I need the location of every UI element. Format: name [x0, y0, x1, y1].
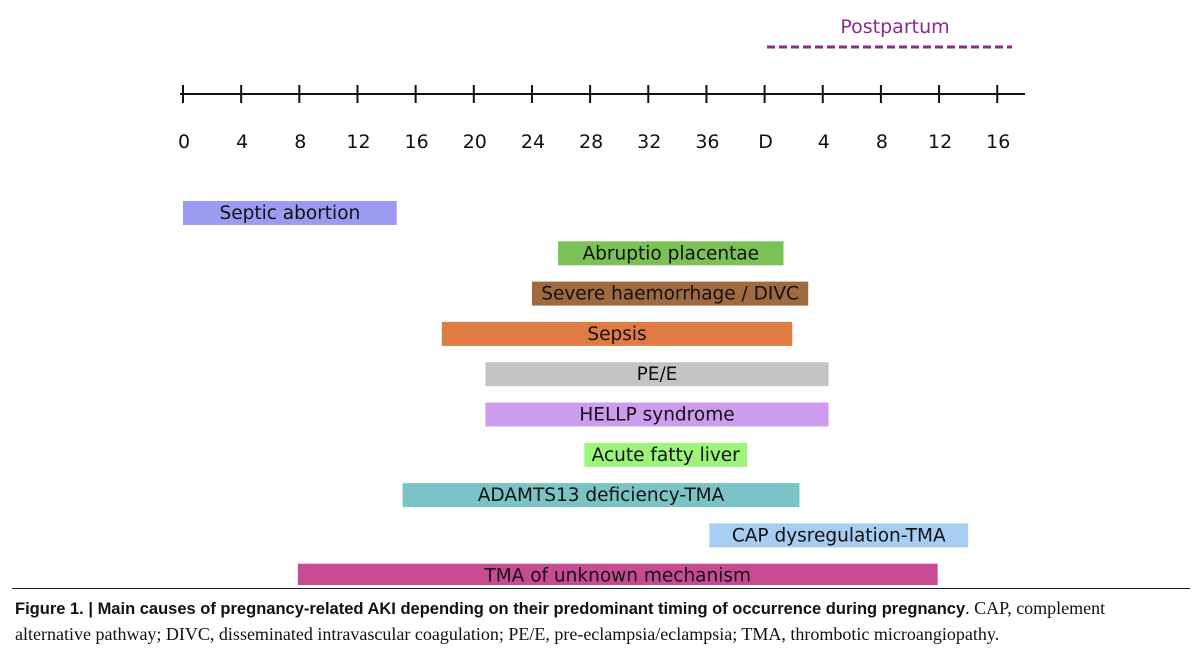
tick-label: 8 [294, 131, 306, 153]
cause-bar-label: Sepsis [587, 324, 646, 345]
tick-label: 32 [637, 131, 661, 153]
cause-bar-label: Severe haemorrhage / DIVC [541, 284, 799, 305]
tick-label: 36 [695, 131, 719, 153]
caption-divider [12, 588, 1190, 589]
timeline-ticks: 0 4 8 12 16 20 24 28 32 36 D 4 8 12 16 [178, 85, 1010, 153]
cause-bar [183, 201, 397, 225]
postpartum-label: Postpartum [840, 16, 949, 38]
cause-bar [531, 281, 809, 306]
tick-label: 16 [986, 131, 1010, 153]
caption-title: Main causes of pregnancy-related AKI dep… [97, 600, 966, 618]
cause-bar-label: PE/E [637, 364, 678, 385]
cause-bar [297, 563, 938, 585]
caption-text-1: . CAP, complement [965, 598, 1106, 618]
cause-bar [584, 442, 748, 467]
cause-bar [402, 483, 800, 508]
cause-bar [485, 362, 829, 387]
tick-label: 16 [405, 131, 429, 153]
timeline-diagram: Postpartum 0 4 8 12 16 20 24 28 32 36 D 4 8 12 16 Sept… [178, 16, 1025, 585]
tick-label: 0 [178, 131, 190, 153]
tick-label: 12 [928, 131, 952, 153]
cause-bar-label: Abruptio placentae [583, 243, 760, 264]
caption-line-2: alternative pathway; DIVC, disseminated … [15, 624, 1000, 644]
caption-line-1: Figure 1. | Main causes of pregnancy-rel… [15, 596, 1195, 622]
tick-label: 24 [521, 131, 545, 153]
cause-bar [441, 321, 793, 346]
tick-label: D [758, 131, 773, 153]
caption-figure-number: Figure 1. | [15, 600, 98, 618]
tick-label: 4 [236, 131, 248, 153]
cause-bar-label: Acute fatty liver [592, 445, 741, 466]
cause-bar-label: TMA of unknown mechanism [483, 566, 751, 585]
tick-label: 4 [818, 131, 830, 153]
cause-bar-label: HELLP syndrome [579, 405, 734, 426]
cause-bar-label: ADAMTS13 deficiency-TMA [478, 485, 725, 506]
figure-caption: Figure 1. | Main causes of pregnancy-rel… [15, 596, 1195, 647]
cause-bar-label: CAP dysregulation-TMA [732, 525, 946, 546]
cause-bar [558, 241, 784, 266]
tick-label: 28 [579, 131, 603, 153]
tick-label: 12 [346, 131, 370, 153]
tick-label: 20 [463, 131, 487, 153]
cause-bar-label: Septic abortion [219, 203, 360, 224]
cause-bar [485, 402, 829, 427]
cause-bar [709, 523, 969, 548]
cause-bars: Septic abortion Abruptio placentae Severe … [183, 201, 969, 585]
tick-label: 8 [876, 131, 888, 153]
